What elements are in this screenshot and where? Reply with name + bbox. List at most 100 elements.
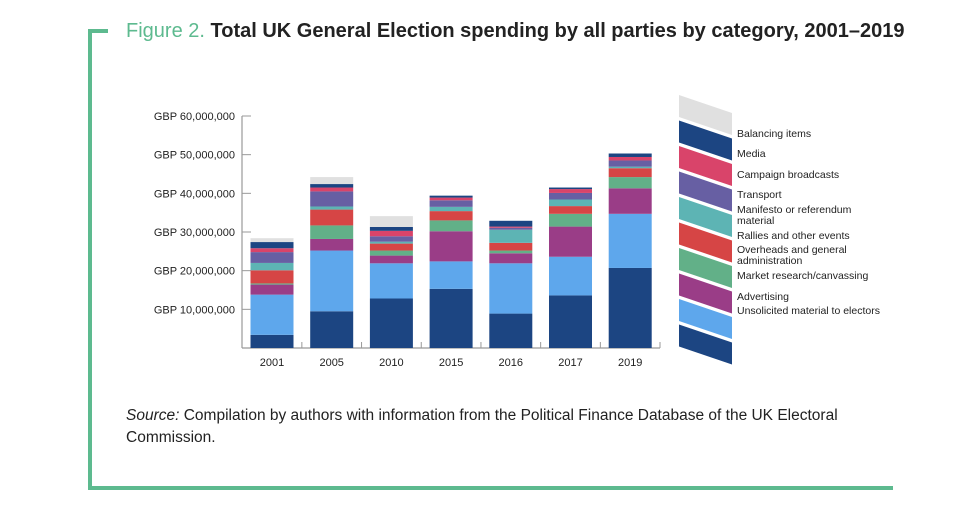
bar-segment <box>310 177 354 185</box>
legend-swatch <box>679 120 732 161</box>
x-tick-label: 2001 <box>260 357 284 369</box>
bar-segment <box>608 188 652 214</box>
x-tick-label: 2017 <box>558 357 582 369</box>
bar-segment <box>608 168 652 178</box>
bar-segment <box>250 270 294 284</box>
bar-segment <box>489 263 533 314</box>
legend-swatch <box>679 248 732 288</box>
bar-segment <box>608 213 652 268</box>
figure-number: Figure 2. <box>126 20 205 42</box>
y-tick-label: GBP 10,000,000 <box>154 304 235 316</box>
legend-label: Media <box>737 148 766 160</box>
x-tick-label: 2016 <box>499 357 523 369</box>
bar-segment <box>369 216 413 227</box>
x-tick-label: 2015 <box>439 357 463 369</box>
bar-segment <box>310 184 354 188</box>
bar-segment <box>489 227 533 230</box>
bar-segment <box>608 177 652 189</box>
bar-segment <box>549 187 592 190</box>
x-tick-label: 2005 <box>319 357 343 369</box>
source-note: Source: Compilation by authors with info… <box>126 405 896 449</box>
bar-segment <box>369 263 413 299</box>
bar-segment <box>429 261 473 289</box>
bar-segment <box>310 209 354 226</box>
bar-segment <box>310 187 354 192</box>
legend-swatch <box>679 273 732 314</box>
y-tick-label: GBP 40,000,000 <box>154 188 235 200</box>
y-tick-label: GBP 20,000,000 <box>154 266 235 278</box>
bar-segment <box>429 288 473 348</box>
bar-segment <box>369 241 413 244</box>
bar-segment <box>250 238 294 243</box>
bar-segment <box>608 156 652 161</box>
bar-segment <box>429 197 473 201</box>
bar-segment <box>608 160 652 167</box>
bar-segment <box>310 250 354 312</box>
bar-segment <box>549 256 592 296</box>
bar-segment <box>250 294 294 335</box>
bar-segment <box>369 230 413 237</box>
bar-segment <box>250 284 294 295</box>
bar-segment <box>429 231 473 262</box>
legend-label: Campaign broadcasts <box>737 169 840 181</box>
bar-segment <box>489 242 533 251</box>
bar-segment <box>310 225 354 239</box>
bar-segment <box>369 250 413 256</box>
bar-segment <box>250 262 294 271</box>
bar-segment <box>369 298 413 348</box>
legend-label: Overheads and general administration <box>737 244 847 267</box>
bar-segment <box>429 220 473 232</box>
bar-segment <box>310 311 354 348</box>
bar-segment <box>369 255 413 264</box>
frame-top-line <box>88 29 108 33</box>
y-tick-label: GBP 50,000,000 <box>154 150 235 162</box>
bar-segment <box>250 248 294 253</box>
bar-segment <box>549 206 592 214</box>
bar-segment <box>608 153 652 157</box>
legend-swatch <box>679 95 732 135</box>
y-tick-label: GBP 60,000,000 <box>154 111 235 123</box>
bar-segment <box>429 195 473 198</box>
source-label: Source: <box>126 407 180 424</box>
bar-segment <box>310 238 354 251</box>
bar-segment <box>429 200 473 207</box>
legend-label: Transport <box>737 189 782 201</box>
bar-segment <box>549 199 592 207</box>
legend-swatch <box>679 197 732 237</box>
bar-segment <box>549 189 592 193</box>
source-text: Compilation by authors with information … <box>126 407 838 446</box>
bar-segment <box>369 226 413 231</box>
legend-label: Market research/canvassing <box>737 270 869 282</box>
legend-label: Rallies and other events <box>737 230 850 242</box>
figure-title: Figure 2. Total UK General Election spen… <box>126 20 904 43</box>
legend-label: Advertising <box>737 291 789 303</box>
bar-segment <box>310 191 354 207</box>
legend-swatch <box>679 146 732 186</box>
bar-segment <box>549 192 592 200</box>
bar-segment <box>250 334 294 348</box>
legend-swatch <box>679 222 732 263</box>
legend-label: Manifesto or referendum material <box>737 204 852 227</box>
x-tick-label: 2010 <box>379 357 403 369</box>
bar-segment <box>429 211 473 221</box>
legend-label: Unsolicited material to electors <box>737 305 880 317</box>
bar-segment <box>489 250 533 254</box>
figure-title-text: Total UK General Election spending by al… <box>210 20 905 42</box>
bar-segment <box>489 226 533 228</box>
y-tick-label: GBP 30,000,000 <box>154 227 235 239</box>
bar-segment <box>489 229 533 243</box>
bar-segment <box>489 220 533 227</box>
bar-segment <box>369 236 413 242</box>
bar-segment <box>608 267 652 348</box>
bar-segment <box>549 295 592 348</box>
bar-segment <box>549 213 592 227</box>
x-tick-label: 2019 <box>618 357 642 369</box>
legend-swatch <box>679 171 732 212</box>
bar-segment <box>250 283 294 285</box>
bar-segment <box>250 252 294 263</box>
bar-segment <box>250 242 294 249</box>
bar-segment <box>489 253 533 264</box>
bar-segment <box>608 166 652 169</box>
frame-left-line <box>88 29 92 490</box>
